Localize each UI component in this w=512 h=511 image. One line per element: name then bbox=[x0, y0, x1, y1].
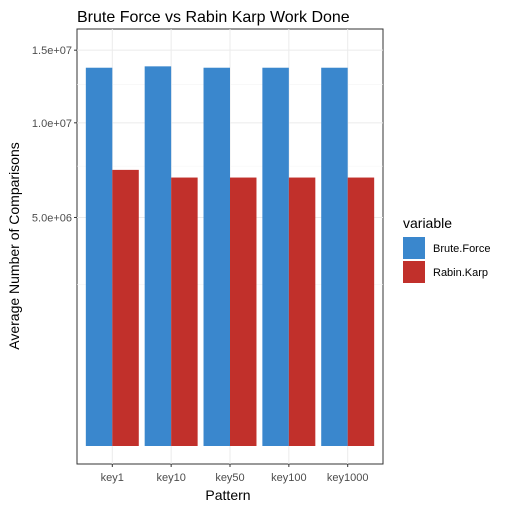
legend-label: Brute.Force bbox=[433, 243, 490, 255]
x-axis-ticks: key1 key10 key50 key100 key1000 bbox=[101, 464, 369, 484]
legend-title: variable bbox=[403, 215, 452, 231]
legend: variable Brute.Force Rabin.Karp bbox=[403, 215, 490, 283]
bar-rabin-karp-key10 bbox=[171, 177, 198, 447]
x-tick-label: key100 bbox=[271, 472, 306, 484]
bar-rabin-karp-key1 bbox=[112, 169, 139, 447]
y-tick-label: 5.0e+06 bbox=[32, 212, 72, 224]
x-axis-title: Pattern bbox=[205, 487, 250, 503]
bar-rabin-karp-key1000 bbox=[347, 177, 375, 447]
bar-rabin-karp-key50 bbox=[230, 177, 257, 447]
legend-key-brute-force bbox=[403, 237, 425, 259]
y-tick-label: 1.5e+07 bbox=[32, 45, 72, 57]
x-tick-label: key1000 bbox=[327, 472, 369, 484]
y-axis-ticks: 5.0e+06 1.0e+07 1.5e+07 bbox=[32, 45, 77, 224]
x-tick-label: key10 bbox=[156, 472, 185, 484]
bar-rabin-karp-key100 bbox=[288, 177, 316, 447]
y-axis-title: Average Number of Comparisons bbox=[6, 142, 22, 350]
x-tick-label: key1 bbox=[101, 472, 124, 484]
bars bbox=[85, 66, 375, 447]
legend-key-rabin-karp bbox=[403, 261, 425, 283]
x-tick-label: key50 bbox=[215, 472, 244, 484]
legend-label: Rabin.Karp bbox=[433, 267, 488, 279]
bar-brute-force-key10 bbox=[144, 66, 172, 447]
chart-title: Brute Force vs Rabin Karp Work Done bbox=[77, 9, 350, 26]
bar-brute-force-key100 bbox=[262, 67, 289, 446]
bar-brute-force-key50 bbox=[203, 67, 230, 446]
bar-brute-force-key1 bbox=[85, 67, 113, 446]
bar-brute-force-key1000 bbox=[321, 67, 348, 446]
y-tick-label: 1.0e+07 bbox=[32, 118, 72, 130]
